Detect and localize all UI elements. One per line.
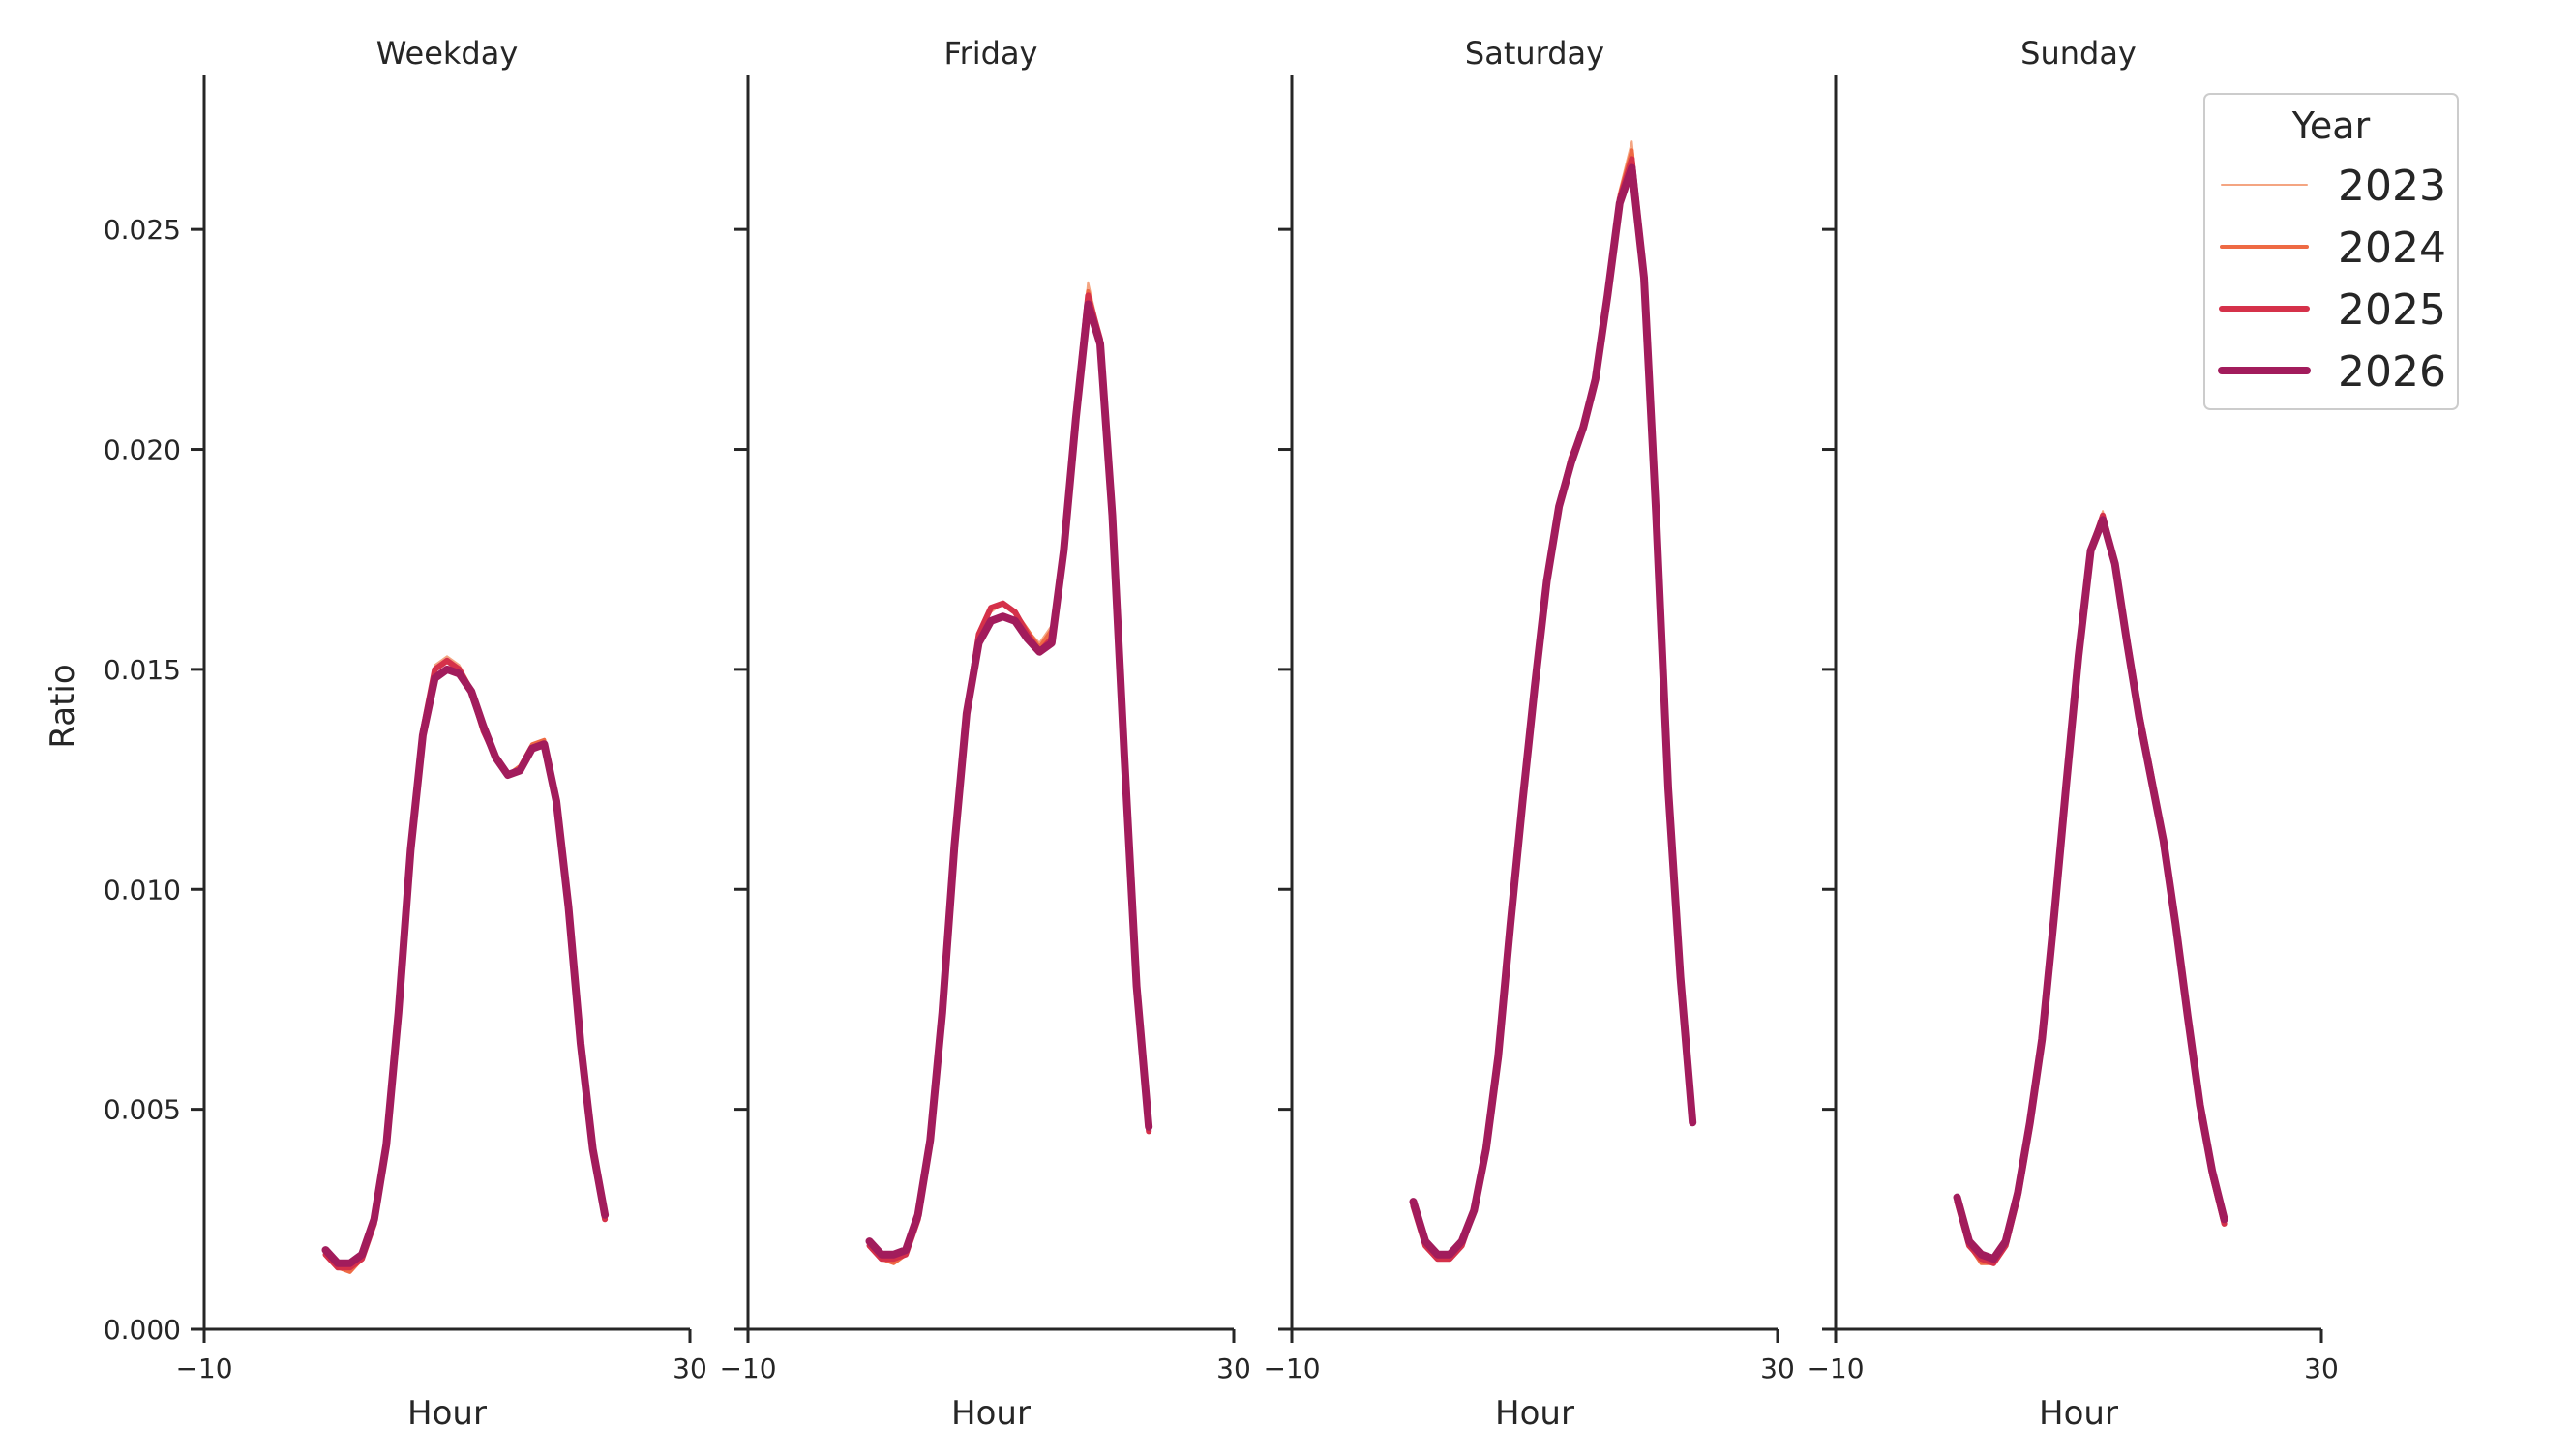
legend-label-2026: 2026 xyxy=(2338,347,2446,397)
y-tick-label: 0.000 xyxy=(104,1314,181,1346)
panel-friday: −10 30 Friday Hour xyxy=(719,35,1250,1433)
series-line-2026 xyxy=(865,300,1153,1259)
x-tick-label: 30 xyxy=(2304,1352,2339,1384)
x-axis-label: Hour xyxy=(407,1394,487,1433)
panel-saturday: −10 30 Saturday Hour xyxy=(1263,35,1794,1433)
x-tick-label: −10 xyxy=(719,1352,776,1384)
panel-title: Saturday xyxy=(1465,35,1604,72)
y-tick-label: 0.010 xyxy=(104,874,181,906)
legend-label-2023: 2023 xyxy=(2338,162,2446,211)
y-tick-label: 0.015 xyxy=(104,654,181,686)
panel-title: Friday xyxy=(944,35,1038,72)
y-tick-label: 0.005 xyxy=(104,1094,181,1126)
panel-sunday: −10 30 Sunday Hour xyxy=(1807,35,2338,1433)
y-axis-label: Ratio xyxy=(44,664,82,748)
panel-weekday: 0.000 0.005 0.010 0.015 0.020 0.025 −10 30 Weekd… xyxy=(104,35,707,1433)
panel-title: Weekday xyxy=(376,35,519,72)
x-tick-label: −10 xyxy=(175,1352,232,1384)
legend-box xyxy=(2203,93,2459,410)
y-tick-label: 0.020 xyxy=(104,434,181,466)
x-axis-label: Hour xyxy=(2039,1394,2118,1433)
x-axis-label: Hour xyxy=(951,1394,1031,1433)
x-tick-label: 30 xyxy=(1216,1352,1251,1384)
x-tick-label: −10 xyxy=(1807,1352,1864,1384)
panel-title: Sunday xyxy=(2020,35,2137,72)
x-tick-label: 30 xyxy=(673,1352,707,1384)
y-tick-label: 0.025 xyxy=(104,214,181,246)
x-axis-label: Hour xyxy=(1495,1394,1574,1433)
x-tick-label: 30 xyxy=(1760,1352,1795,1384)
series-line-2026 xyxy=(1953,516,2228,1263)
legend-title: Year xyxy=(2291,104,2371,147)
x-tick-label: −10 xyxy=(1263,1352,1320,1384)
legend-label-2025: 2025 xyxy=(2338,285,2446,335)
panels-group: 0.000 0.005 0.010 0.015 0.020 0.025 −10 30 Weekd… xyxy=(104,35,2339,1433)
legend: Year 2023 2024 2025 2026 xyxy=(2203,93,2459,410)
series-line-2026 xyxy=(321,665,610,1267)
legend-label-2024: 2024 xyxy=(2338,223,2446,273)
series-line-2026 xyxy=(1409,163,1697,1259)
